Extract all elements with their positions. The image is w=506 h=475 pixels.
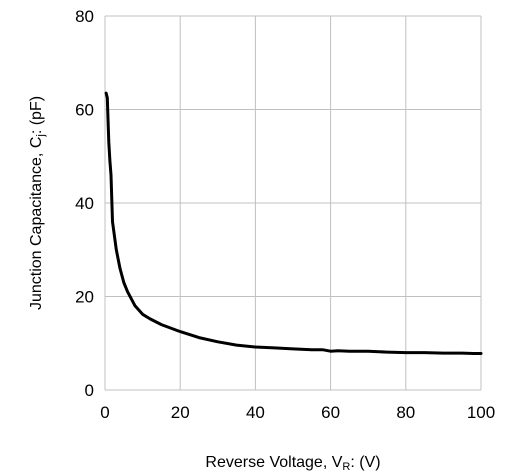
x-axis-title: Reverse Voltage, VR: (V) (205, 454, 380, 473)
y-axis-title: Junction Capacitance, Cj: (pF) (28, 96, 47, 310)
x-tick-label: 20 (171, 403, 190, 422)
x-tick-label: 60 (321, 403, 340, 422)
x-tick-label: 0 (100, 403, 109, 422)
y-tick-label: 40 (75, 194, 94, 213)
series-line (104, 91, 483, 355)
y-tick-label: 60 (75, 101, 94, 120)
x-tick-label: 100 (467, 403, 495, 422)
y-tick-label: 80 (75, 7, 94, 26)
y-tick-label: 0 (85, 381, 94, 400)
x-tick-label: 80 (396, 403, 415, 422)
x-tick-label: 40 (246, 403, 265, 422)
y-tick-label: 20 (75, 288, 94, 307)
x-tick-labels: 0 20 40 60 80 100 (100, 403, 495, 422)
y-tick-labels: 0 20 40 60 80 (75, 7, 94, 400)
grid (104, 15, 482, 391)
